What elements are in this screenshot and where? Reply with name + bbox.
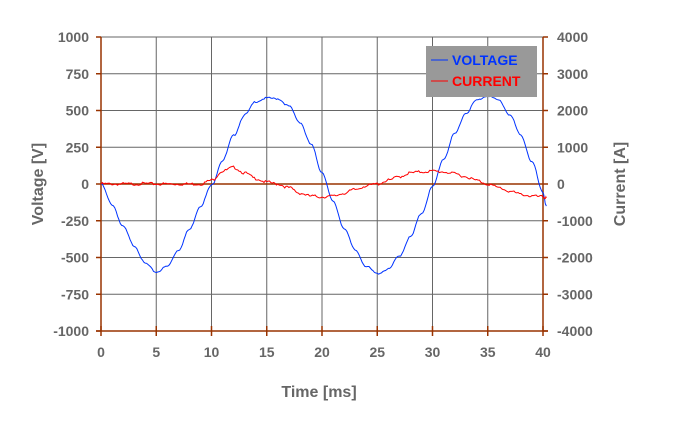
x-tick-label: 5 [152, 344, 160, 360]
x-tick-label: 20 [314, 344, 330, 360]
voltage-line [101, 95, 547, 275]
y-tick-label: -250 [61, 213, 89, 229]
y-axis-label-voltage: Voltage [V] [30, 143, 47, 225]
y-tick-label: -1000 [53, 323, 89, 339]
y-axis-ticks-voltage: 1000 750 500 250 0 -250 -500 -750 -1000 [53, 29, 101, 339]
x-tick-label: 40 [535, 344, 551, 360]
y-tick-label: -500 [61, 250, 89, 266]
x-tick-label: 0 [97, 344, 105, 360]
current-line [100, 165, 547, 200]
y-tick-label: 1000 [58, 29, 89, 45]
y2-tick-label: -2000 [557, 250, 593, 266]
y-tick-label: -750 [61, 286, 89, 302]
legend-current-label: CURRENT [452, 73, 521, 89]
y2-tick-label: 3000 [557, 66, 588, 82]
x-tick-label: 10 [204, 344, 220, 360]
legend: VOLTAGE CURRENT [426, 46, 537, 97]
y-tick-label: 250 [66, 139, 90, 155]
y-tick-label: 500 [66, 103, 90, 119]
y2-tick-label: -4000 [557, 323, 593, 339]
y2-tick-label: -3000 [557, 286, 593, 302]
legend-voltage-label: VOLTAGE [452, 52, 518, 68]
y2-tick-label: 0 [557, 176, 565, 192]
y-tick-label: 750 [66, 66, 90, 82]
x-tick-label: 35 [480, 344, 496, 360]
x-axis-ticks-time: 0 5 10 15 20 25 30 35 40 [97, 326, 551, 360]
y2-tick-label: -1000 [557, 213, 593, 229]
y2-tick-label: 2000 [557, 103, 588, 119]
x-tick-label: 15 [259, 344, 275, 360]
x-axis-label: Time [ms] [281, 384, 356, 401]
legend-box [426, 46, 537, 97]
x-tick-label: 25 [369, 344, 385, 360]
y2-tick-label: 1000 [557, 139, 588, 155]
series-lines [100, 95, 547, 275]
y-tick-label: 0 [81, 176, 89, 192]
y-axis-ticks-current: 4000 3000 2000 1000 0 -1000 -2000 -3000 -4000 [543, 29, 593, 339]
y-axis-label-current: Current [A] [612, 142, 629, 226]
y2-tick-label: 4000 [557, 29, 588, 45]
x-tick-label: 30 [425, 344, 441, 360]
